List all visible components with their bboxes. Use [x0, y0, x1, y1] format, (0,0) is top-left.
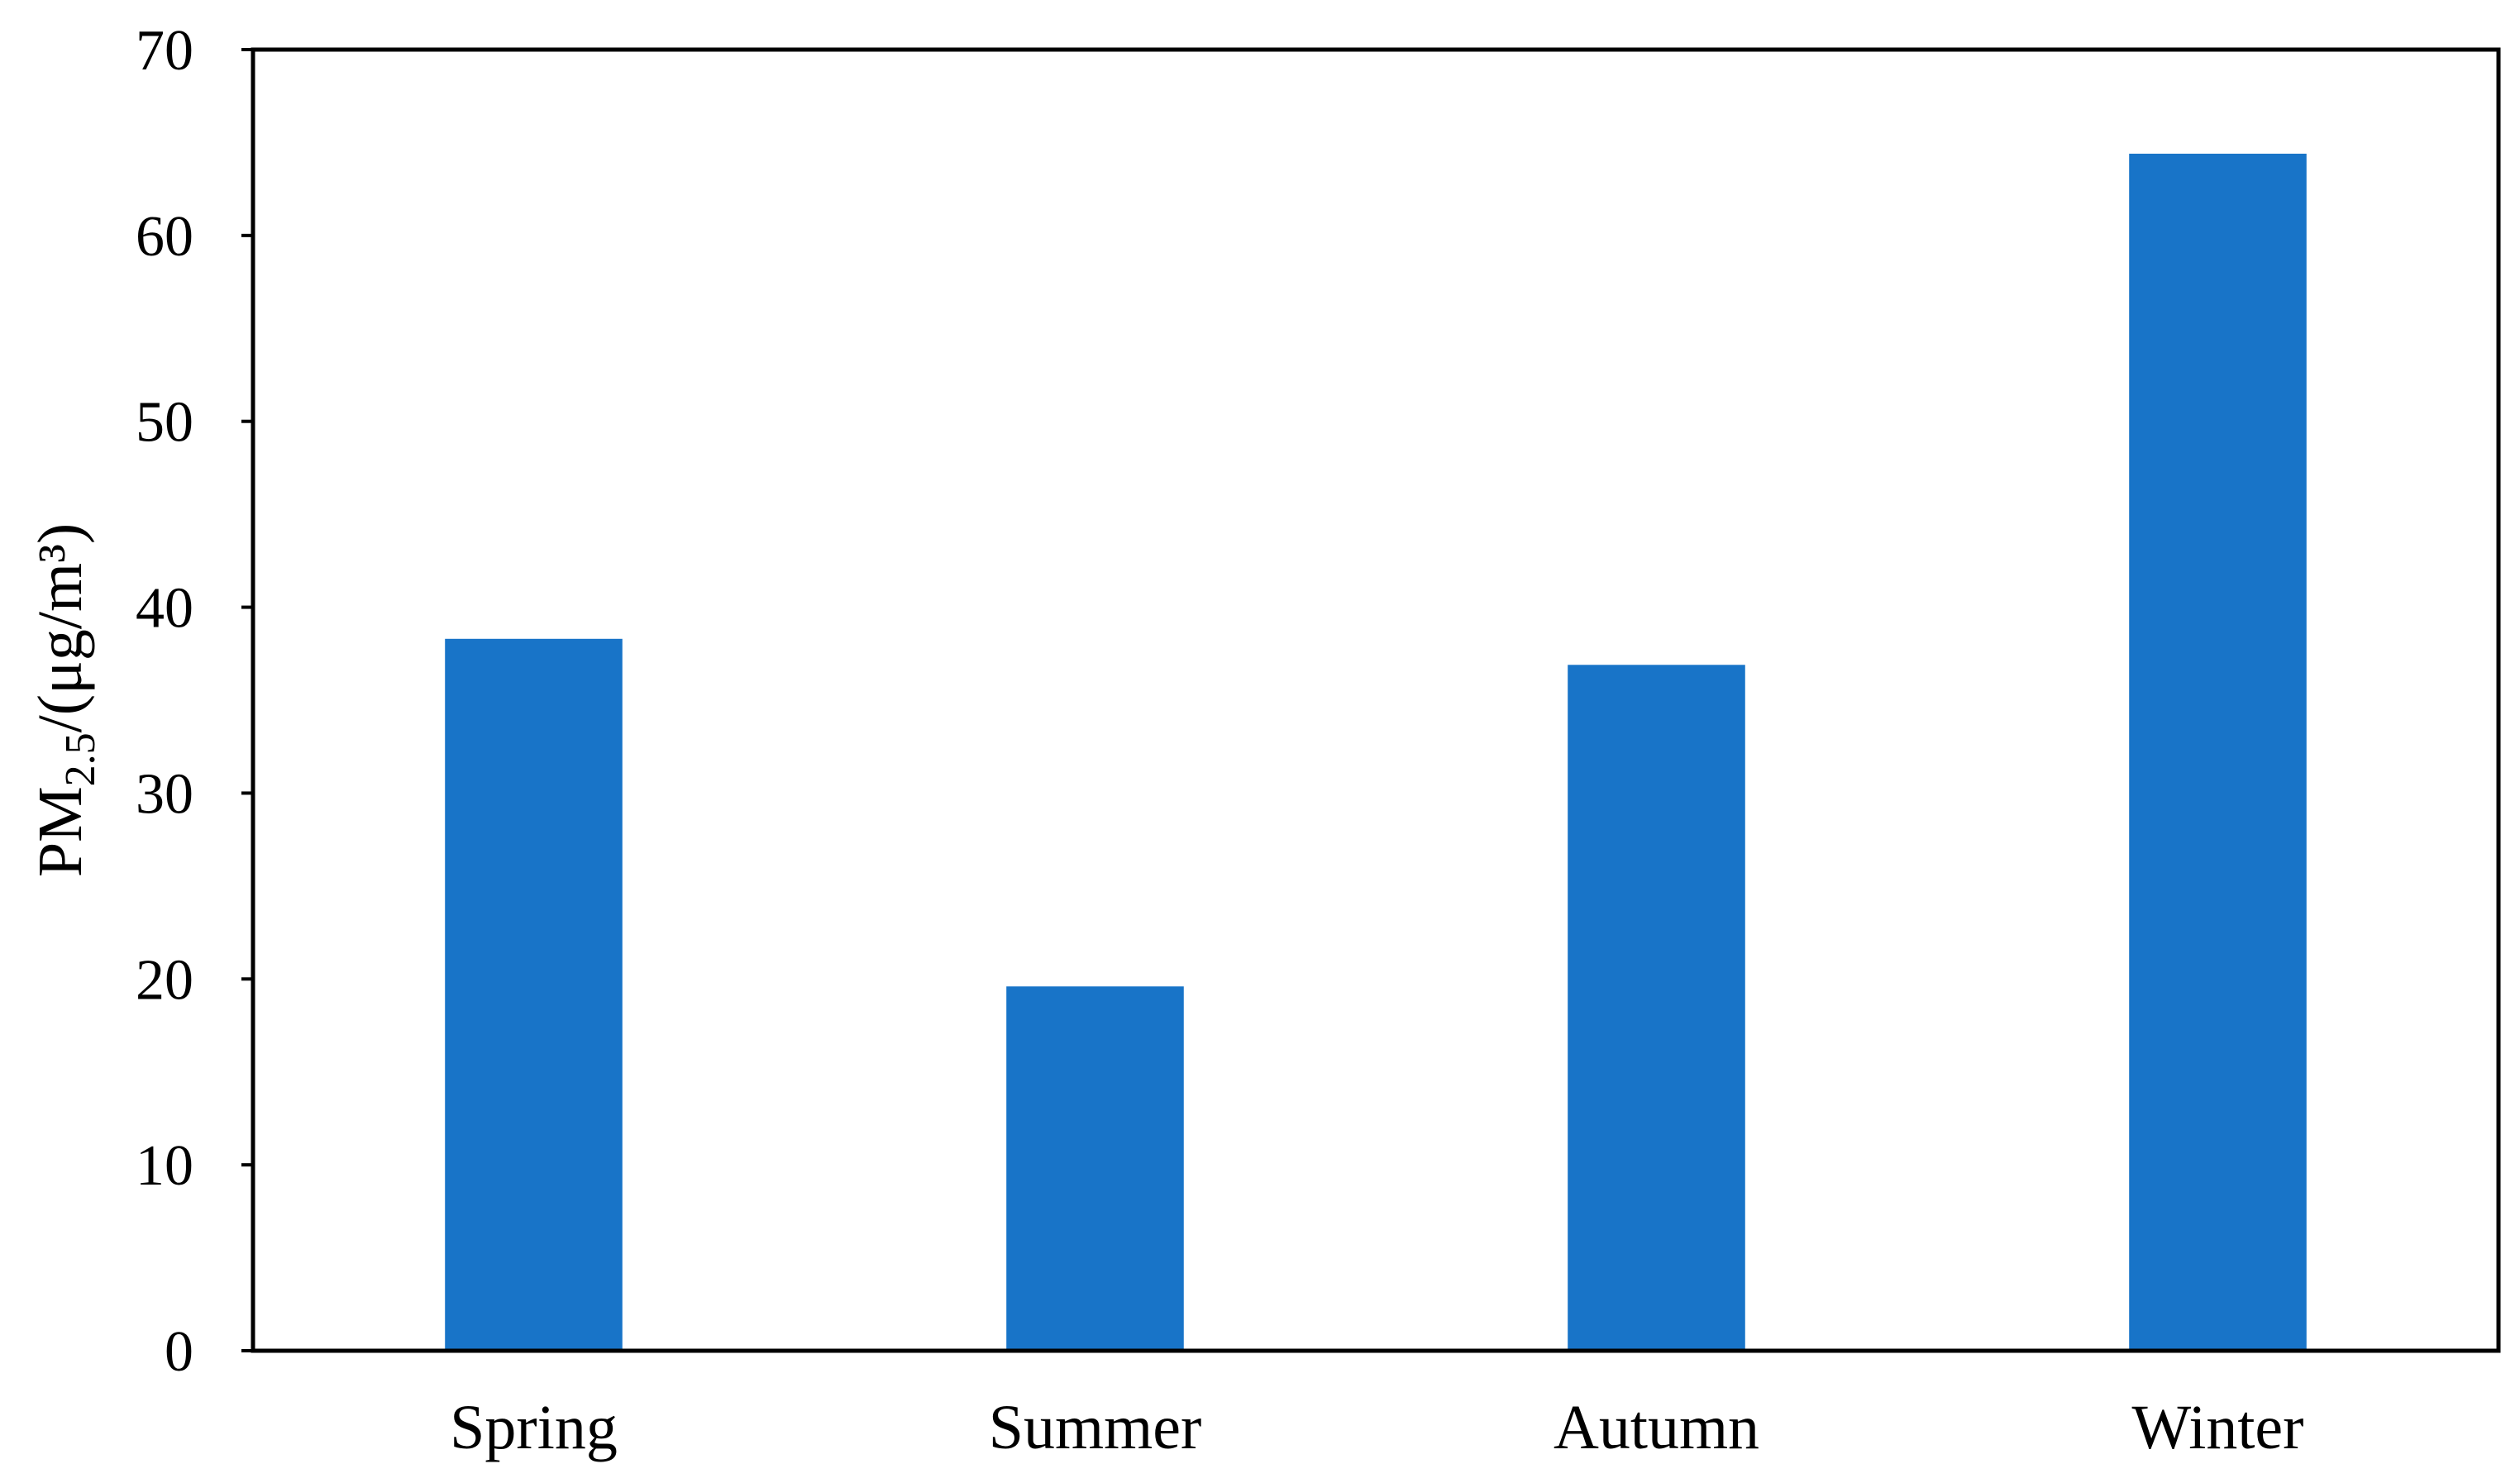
bar-spring [445, 638, 623, 1351]
y-axis-title-subscript: 2.5 [57, 732, 104, 786]
x-category-label-autumn: Autumn [1554, 1393, 1759, 1462]
x-category-label-summer: Summer [989, 1393, 1202, 1462]
y-tick-label: 30 [136, 762, 193, 826]
y-axis-title-suffix: /(μg/m³) [26, 523, 95, 733]
plot-frame [251, 47, 2501, 1353]
y-axis-title-prefix: PM [26, 786, 95, 877]
y-tick-label: 0 [165, 1320, 193, 1384]
bar-autumn [1568, 665, 1745, 1351]
y-axis-title: PM2.5/(μg/m³) [26, 523, 104, 877]
x-axis-category-labels: Spring Summer Autumn Winter [450, 1393, 2303, 1462]
bars-layer [445, 153, 2307, 1351]
bar-summer [1006, 986, 1184, 1351]
y-tick-label: 10 [136, 1134, 193, 1198]
y-tick-label: 20 [136, 948, 193, 1012]
y-tick-label: 40 [136, 577, 193, 641]
y-tick-label: 50 [136, 391, 193, 455]
y-tick-label: 70 [136, 19, 193, 83]
x-category-label-winter: Winter [2132, 1393, 2304, 1462]
y-axis-ticks: 0 10 20 30 40 50 60 70 [136, 19, 253, 1384]
x-category-label-spring: Spring [450, 1393, 618, 1462]
bar-winter [2129, 153, 2307, 1351]
y-tick-label: 60 [136, 205, 193, 269]
